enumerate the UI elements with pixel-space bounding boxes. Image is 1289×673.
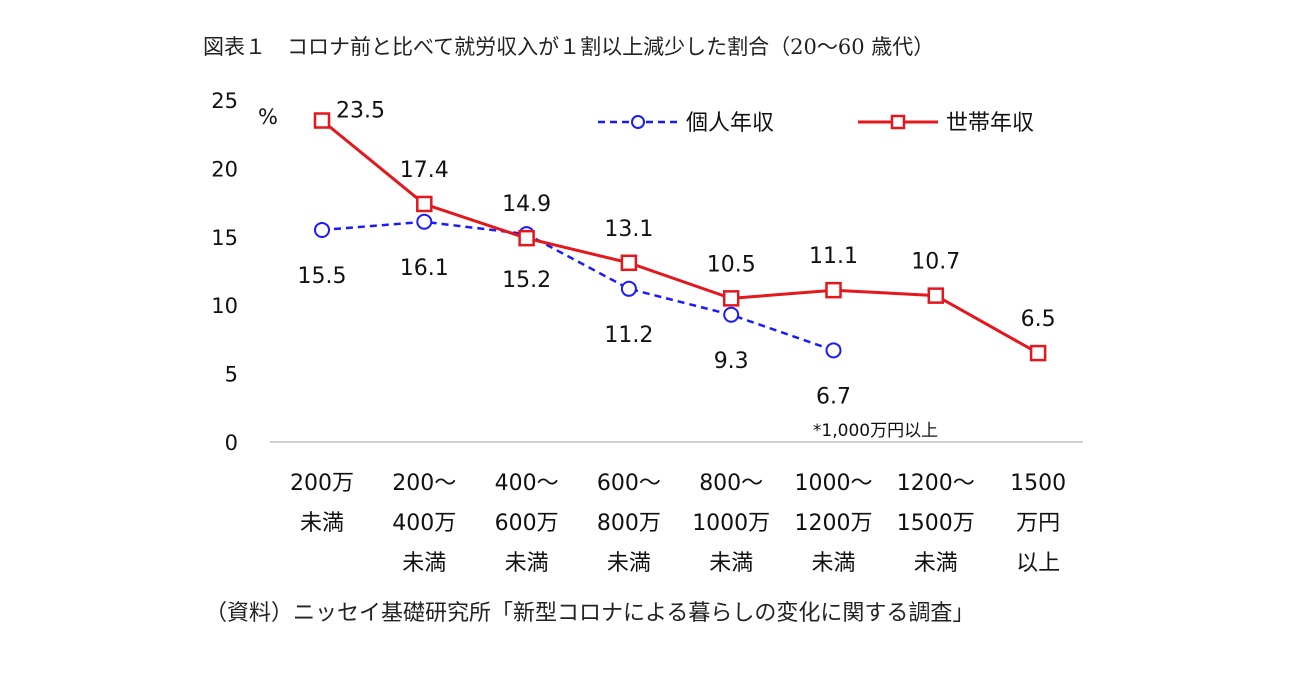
data-label: 10.7 — [911, 250, 960, 275]
data-label: 6.7 — [816, 384, 851, 409]
x-category-label: 200～ — [392, 471, 456, 496]
y-tick-label: 5 — [225, 363, 238, 387]
x-category-label: 400～ — [495, 471, 559, 496]
series-layer: 15.5 16.1 15.2 11.2 9.3 6.7 23.5 17.4 14.9 13.1 10… — [298, 99, 1056, 410]
data-point-marker — [825, 281, 842, 299]
x-category-label: 1200万 — [795, 511, 873, 536]
data-label: 15.2 — [502, 268, 551, 293]
legend: 個人年収 世帯年収 — [598, 111, 1034, 136]
x-category-label: 800万 — [597, 511, 661, 536]
y-tick-label: 10 — [211, 294, 238, 318]
legend-marker — [631, 115, 645, 129]
data-label: 11.1 — [809, 244, 858, 269]
x-category-label: 1500万 — [897, 511, 975, 536]
x-category-label: 800～ — [699, 471, 763, 496]
x-category-label: 未満 — [811, 551, 855, 576]
y-tick-label: 15 — [211, 226, 238, 250]
data-point-marker — [416, 213, 433, 230]
data-point-marker — [620, 280, 637, 297]
x-axis-categories: 200万未満200～400万未満400～600万未満600～800万未満800～… — [290, 471, 1066, 576]
data-point-marker — [825, 342, 842, 359]
data-label: 23.5 — [336, 99, 385, 124]
y-axis-ticks: 0 5 10 15 20 25 — [211, 89, 238, 455]
y-tick-label: 25 — [211, 89, 238, 113]
legend-item: 個人年収 — [598, 111, 774, 136]
chart-title: 図表１ コロナ前と比べて就労収入が１割以上減少した割合（20～60 歳代） — [203, 35, 934, 59]
x-category-label: 200万 — [290, 471, 354, 496]
data-point-marker — [1029, 344, 1047, 362]
data-label: 6.5 — [1021, 307, 1056, 332]
series-household-income: 23.5 17.4 14.9 13.1 10.5 11.1 10.7 6.5 — [313, 99, 1056, 362]
data-point-marker — [722, 290, 740, 307]
x-category-label: 1200～ — [897, 471, 975, 496]
data-point-marker — [723, 306, 740, 323]
x-category-label: 未満 — [709, 551, 753, 576]
series-line — [321, 119, 1039, 355]
data-label: 16.1 — [400, 256, 449, 281]
data-label: 15.5 — [298, 264, 347, 289]
x-category-label: 1000～ — [795, 471, 873, 496]
data-point-marker — [313, 112, 331, 129]
data-point-marker — [620, 254, 638, 272]
x-category-label: 400万 — [392, 511, 456, 536]
x-category-label: 未満 — [402, 551, 446, 576]
y-tick-label: 0 — [225, 431, 238, 455]
source-note: （資料）ニッセイ基礎研究所「新型コロナによる暮らしの変化に関する調査」 — [205, 601, 974, 626]
data-label: 11.2 — [604, 323, 653, 348]
x-category-label: 1500 — [1010, 471, 1066, 496]
legend-label: 世帯年収 — [946, 111, 1034, 136]
data-label: 9.3 — [714, 349, 749, 374]
x-category-label: 以上 — [1016, 551, 1060, 576]
data-point-marker — [927, 287, 945, 304]
x-category-label: 未満 — [914, 551, 958, 576]
series-line — [321, 220, 834, 352]
y-tick-label: 20 — [211, 157, 238, 181]
data-label: 13.1 — [604, 217, 653, 242]
data-label: 17.4 — [400, 158, 449, 183]
legend-label: 個人年収 — [686, 111, 774, 136]
x-category-label: 1000万 — [692, 511, 770, 536]
legend-marker — [890, 114, 906, 130]
data-label: 10.5 — [707, 252, 756, 277]
x-category-label: 600～ — [597, 471, 661, 496]
data-label: 14.9 — [502, 192, 551, 217]
x-category-label: 万円 — [1016, 511, 1060, 536]
x-category-label: 未満 — [300, 511, 344, 536]
data-point-marker — [416, 195, 433, 213]
data-point-marker — [314, 221, 330, 238]
x-category-label: 600万 — [495, 511, 559, 536]
annotations: *1,000万円以上 — [813, 421, 938, 441]
data-point-marker — [518, 229, 535, 247]
x-category-label: 未満 — [607, 551, 651, 576]
series-personal-income: 15.5 16.1 15.2 11.2 9.3 6.7 — [298, 213, 851, 409]
x-category-label: 未満 — [505, 551, 549, 576]
footnote-annotation: *1,000万円以上 — [813, 421, 938, 441]
legend-item: 世帯年収 — [858, 111, 1034, 136]
y-axis-unit: % — [258, 105, 278, 129]
